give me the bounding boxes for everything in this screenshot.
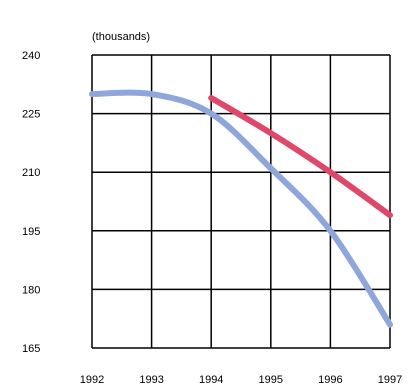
x-tick-label: 1992 <box>80 374 104 386</box>
unit-label: (thousands) <box>92 31 150 43</box>
x-tick-label: 1996 <box>318 374 342 386</box>
x-tick-label: 1997 <box>378 374 402 386</box>
x-tick-label: 1993 <box>139 374 163 386</box>
y-tick-label: 225 <box>22 109 40 121</box>
chart-series <box>89 89 393 328</box>
y-tick-label: 180 <box>22 284 40 296</box>
chart-grid <box>91 54 391 349</box>
y-tick-label: 195 <box>22 226 40 238</box>
x-tick-label: 1995 <box>259 374 283 386</box>
y-tick-label: 165 <box>22 343 40 355</box>
x-tick-label: 1994 <box>199 374 223 386</box>
x-axis-ticks: 1992 1993 1994 1995 1996 1997 <box>80 374 402 386</box>
y-tick-label: 240 <box>22 50 40 62</box>
series-line-2 <box>208 94 393 219</box>
y-axis-ticks: 240 225 210 195 180 165 <box>22 50 40 355</box>
y-tick-label: 210 <box>22 167 40 179</box>
